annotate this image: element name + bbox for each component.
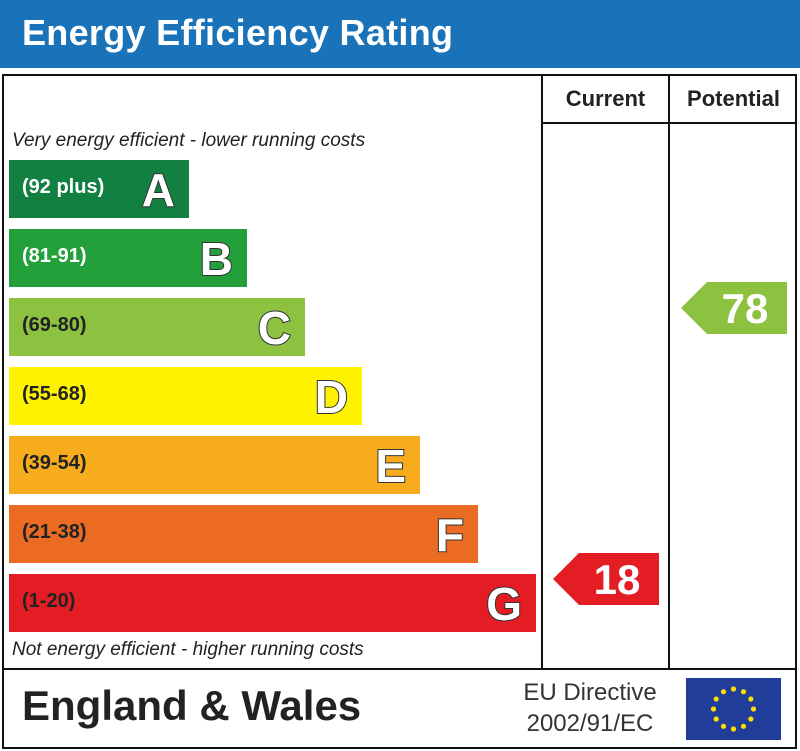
potential-column-divider	[668, 74, 670, 670]
header-bar: Energy Efficiency Rating	[0, 0, 800, 68]
band-c-letter: C	[257, 301, 292, 355]
band-e: (39-54) E	[9, 436, 420, 494]
potential-rating-value: 78	[721, 285, 769, 332]
band-f: (21-38) F	[9, 505, 478, 563]
band-d-letter: D	[314, 370, 349, 424]
current-rating-value: 18	[593, 556, 641, 603]
band-b-letter: B	[199, 232, 234, 286]
band-f-letter: F	[435, 508, 465, 562]
band-g-range: (1-20)	[22, 590, 76, 612]
band-c-range: (69-80)	[22, 314, 87, 336]
band-e-range: (39-54)	[22, 452, 87, 474]
band-g: (1-20) G	[9, 574, 536, 632]
column-header-divider	[541, 122, 797, 124]
band-b-range: (81-91)	[22, 245, 87, 267]
eu-flag-icon	[686, 678, 781, 740]
band-c: (69-80) C	[9, 298, 305, 356]
band-d: (55-68) D	[9, 367, 362, 425]
current-column-header: Current	[565, 86, 646, 111]
current-rating-arrow	[553, 553, 659, 605]
not-efficient-note: Not energy efficient - higher running co…	[12, 639, 364, 660]
band-a-range: (92 plus)	[22, 176, 105, 198]
potential-column-header: Potential	[687, 86, 780, 111]
rating-frame	[2, 74, 797, 749]
band-e-letter: E	[374, 439, 407, 493]
band-d-range: (55-68)	[22, 383, 87, 405]
potential-rating-arrow	[681, 282, 787, 334]
eu-directive-label: EU Directive 2002/91/EC	[505, 677, 675, 739]
page-title: Energy Efficiency Rating	[22, 12, 454, 53]
band-f-range: (21-38)	[22, 521, 87, 543]
eu-directive-line1: EU Directive	[523, 679, 657, 706]
band-a: (92 plus) A	[9, 160, 189, 218]
very-efficient-note: Very energy efficient - lower running co…	[12, 130, 366, 151]
region-label: England & Wales	[22, 682, 362, 729]
footer-divider	[2, 668, 797, 670]
band-b: (81-91) B	[9, 229, 247, 287]
eu-directive-line2: 2002/91/EC	[526, 710, 654, 737]
current-column-divider	[541, 74, 543, 670]
band-a-letter: A	[141, 163, 176, 217]
band-g-letter: G	[485, 577, 523, 631]
